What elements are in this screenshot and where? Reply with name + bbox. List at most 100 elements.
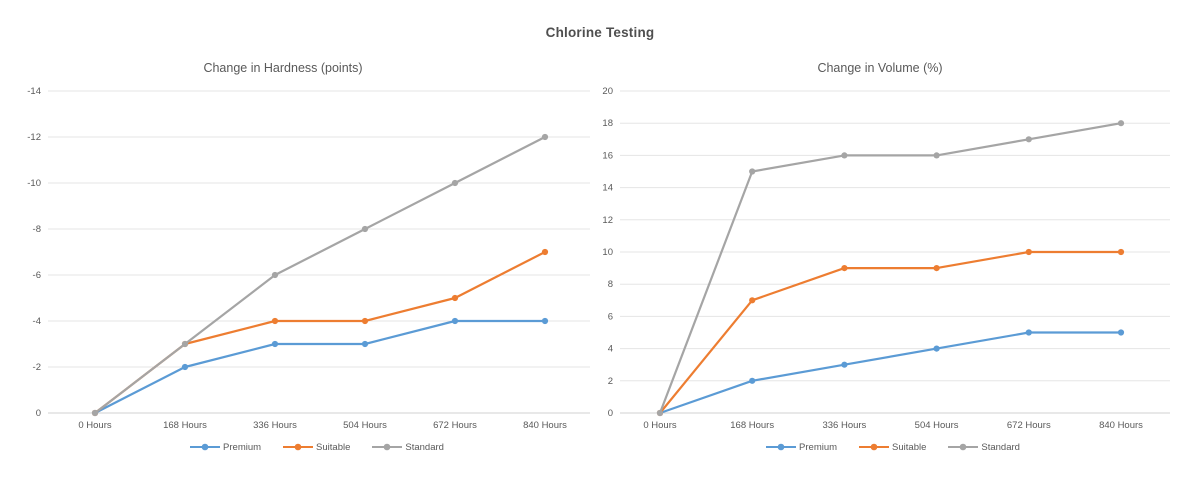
data-point-premium: [841, 361, 848, 368]
hardness-chart-legend: Premium Suitable Standard: [17, 439, 617, 455]
legend-label: Suitable: [892, 441, 927, 453]
x-tick-label: 840 Hours: [523, 420, 567, 431]
data-point-suitable: [361, 317, 369, 325]
y-tick-label: -8: [33, 224, 41, 235]
y-tick-label: 0: [608, 408, 613, 419]
data-point-standard: [656, 409, 664, 417]
data-point-suitable: [933, 265, 940, 272]
x-tick-label: 336 Hours: [253, 420, 297, 431]
data-point-standard: [181, 340, 189, 348]
series-line-premium: [93, 319, 547, 415]
x-tick-label: 504 Hours: [343, 420, 387, 431]
data-point-suitable: [1025, 248, 1032, 256]
data-point-suitable: [451, 294, 459, 302]
legend-item-suitable: Suitable: [859, 442, 926, 453]
legend-dot: [201, 443, 209, 451]
page-title: Chlorine Testing: [545, 25, 655, 40]
series-line-premium: [658, 331, 1123, 415]
x-tick-label: 168 Hours: [730, 420, 774, 431]
legend-label: Suitable: [316, 441, 351, 453]
legend-item-premium: Premium: [766, 442, 837, 453]
legend-line-marker-icon: [766, 443, 797, 451]
legend-dot: [870, 443, 878, 451]
data-point-premium: [271, 340, 279, 348]
x-tick-label: 504 Hours: [915, 420, 959, 431]
data-point-standard: [933, 152, 940, 159]
data-point-standard: [1025, 136, 1032, 143]
data-point-standard: [1117, 120, 1125, 127]
data-point-suitable: [841, 265, 848, 272]
data-point-suitable: [541, 248, 549, 256]
legend-item-standard: Standard: [948, 442, 1020, 453]
volume-chart: Change in Volume (%) 20 18 16 14 12 10 8 6 4 2 0 0 …: [600, 40, 1200, 455]
y-tick-label: 0: [36, 408, 41, 419]
series-line-standard: [658, 122, 1123, 415]
chlorine-testing-report: Chlorine Testing Change in Hardness (poi…: [0, 25, 1200, 485]
legend-label: Premium: [223, 441, 262, 453]
volume-chart-title: Change in Volume (%): [817, 61, 943, 75]
legend-dot: [777, 443, 785, 451]
y-tick-label: 18: [602, 118, 613, 129]
data-point-premium: [541, 317, 549, 325]
y-tick-label: 12: [602, 215, 613, 226]
y-tick-label: 10: [602, 247, 613, 258]
legend-line-marker-icon: [372, 443, 403, 451]
y-tick-label: 6: [608, 311, 613, 322]
data-point-premium: [1025, 329, 1032, 336]
hardness-chart-plot-area: -14 -12 -10 -8 -6 -4 -2 0 0 Hours 168 Hours 336 Ho…: [27, 86, 590, 431]
data-point-suitable: [749, 297, 756, 304]
y-tick-label: -6: [33, 270, 41, 281]
y-tick-label: 8: [608, 279, 613, 290]
y-tick-label: 20: [602, 86, 613, 97]
data-point-standard: [841, 152, 848, 159]
x-tick-label: 672 Hours: [1007, 420, 1051, 431]
volume-chart-legend: Premium Suitable Standard: [593, 439, 1193, 455]
data-point-premium: [933, 345, 940, 352]
data-point-premium: [749, 377, 756, 384]
y-tick-label: -2: [33, 362, 41, 373]
data-point-premium: [451, 317, 459, 325]
data-point-standard: [271, 271, 279, 279]
legend-dot: [960, 443, 967, 451]
legend-dot: [294, 443, 302, 451]
legend-line-marker-icon: [190, 443, 221, 451]
x-tick-label: 0 Hours: [78, 420, 112, 431]
legend-line-marker-icon: [948, 443, 979, 451]
data-point-suitable: [271, 317, 279, 325]
legend-item-premium: Premium: [190, 442, 261, 453]
data-point-standard: [451, 179, 459, 187]
x-tick-label: 336 Hours: [822, 420, 866, 431]
y-tick-label: -12: [27, 132, 41, 143]
y-tick-label: 4: [608, 344, 613, 355]
charts-row: Change in Hardness (points) -14 -12 -10 -8-…: [0, 40, 1200, 455]
y-tick-label: 2: [608, 376, 613, 387]
legend-label: Standard: [981, 441, 1020, 453]
legend-label: Standard: [405, 441, 444, 453]
data-point-standard: [91, 409, 99, 417]
series-line-standard: [93, 135, 547, 415]
series-line-suitable: [93, 250, 547, 415]
series-line-suitable: [658, 250, 1123, 415]
data-point-standard: [541, 133, 549, 141]
data-point-suitable: [1117, 248, 1125, 256]
y-tick-label: -10: [27, 178, 41, 189]
legend-line-marker-icon: [283, 443, 314, 451]
data-point-premium: [361, 340, 369, 348]
legend-line-marker-icon: [859, 443, 890, 451]
data-point-standard: [749, 168, 756, 175]
legend-item-suitable: Suitable: [283, 442, 350, 453]
legend-label: Premium: [799, 441, 838, 453]
data-point-premium: [181, 363, 189, 371]
y-tick-label: -14: [27, 86, 41, 97]
y-tick-label: 14: [602, 183, 613, 194]
x-tick-label: 168 Hours: [163, 420, 207, 431]
x-tick-label: 0 Hours: [643, 420, 677, 431]
x-tick-label: 672 Hours: [433, 420, 477, 431]
hardness-chart-title: Change in Hardness (points): [203, 61, 363, 75]
x-tick-label: 840 Hours: [1099, 420, 1143, 431]
data-point-standard: [361, 225, 369, 233]
legend-dot: [384, 443, 391, 451]
y-tick-label: -4: [33, 316, 41, 327]
y-tick-label: 16: [602, 150, 613, 161]
